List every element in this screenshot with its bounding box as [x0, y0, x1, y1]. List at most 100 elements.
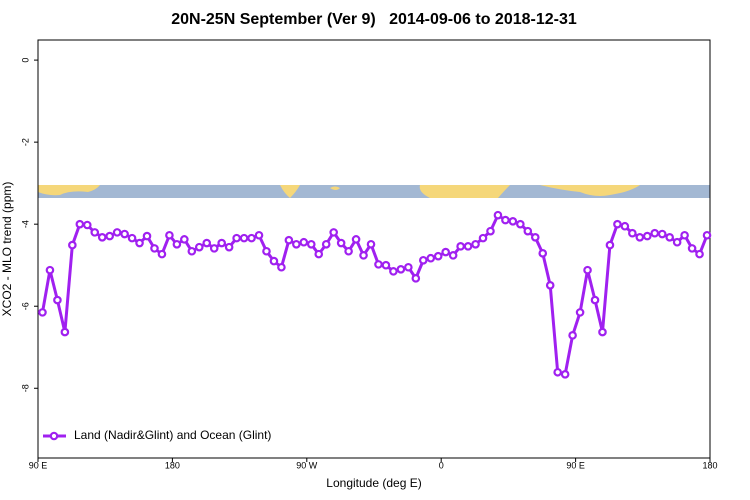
data-point: [232, 233, 241, 243]
data-point: [635, 233, 645, 242]
data-point: [381, 260, 391, 270]
data-point: [418, 255, 428, 265]
data-point: [194, 242, 204, 252]
data-point: [82, 220, 92, 230]
data-point: [560, 370, 570, 379]
data-point: [366, 239, 376, 249]
data-point: [172, 239, 182, 249]
data-point: [68, 240, 77, 250]
data-point: [254, 230, 264, 240]
data-point: [545, 281, 555, 290]
data-point: [493, 210, 503, 220]
data-point: [613, 219, 622, 229]
data-point: [314, 249, 324, 259]
data-point: [75, 219, 85, 229]
data-point: [463, 242, 473, 251]
data-point: [277, 262, 286, 272]
data-point: [105, 231, 114, 241]
data-point: [620, 221, 630, 231]
x-tick-label: 90 E: [566, 460, 585, 470]
data-point: [344, 246, 353, 256]
y-axis-title: XCO2 - MLO trend (ppm): [0, 182, 14, 317]
data-point: [657, 229, 667, 239]
data-point: [516, 219, 525, 229]
data-point: [404, 262, 413, 272]
series-line: [41, 212, 709, 377]
data-point: [165, 230, 174, 240]
data-point: [120, 229, 129, 239]
x-axis-title: Longitude (deg E): [326, 476, 421, 490]
data-point: [321, 239, 331, 249]
data-point: [441, 247, 450, 257]
data-point: [389, 267, 398, 276]
data-point: [433, 251, 443, 261]
data-point: [508, 217, 518, 226]
data-point: [60, 327, 70, 337]
data-point: [359, 251, 368, 260]
legend-label: Land (Nadir&Glint) and Ocean (Glint): [74, 428, 271, 442]
data-point: [695, 249, 704, 259]
data-point: [142, 231, 152, 241]
data-point: [530, 233, 540, 242]
data-point: [590, 295, 600, 305]
y-tick-label: -6: [20, 302, 30, 310]
data-point: [642, 231, 652, 241]
data-point: [605, 240, 615, 250]
data-point: [351, 235, 361, 244]
data-point: [97, 233, 107, 242]
x-tick-label: 180: [702, 460, 717, 470]
data-point: [127, 233, 137, 243]
data-point: [702, 230, 712, 240]
data-point: [150, 244, 159, 253]
data-point: [262, 246, 271, 256]
data-point: [553, 367, 562, 377]
data-point: [112, 228, 122, 237]
data-point: [187, 246, 197, 256]
data-point: [583, 265, 592, 275]
data-point: [598, 327, 607, 337]
data-point: [471, 239, 480, 249]
data-point: [239, 233, 249, 243]
y-tick-label: 0: [20, 58, 30, 63]
data-point: [299, 237, 309, 247]
data-point: [329, 228, 338, 237]
data-point: [306, 239, 316, 249]
data-point: [38, 308, 47, 317]
data-point: [45, 265, 55, 275]
data-point: [523, 226, 533, 236]
y-tick-label: -4: [20, 220, 30, 228]
x-tick-label: 90 E: [29, 460, 48, 470]
data-point: [411, 274, 421, 283]
data-point: [292, 239, 301, 249]
data-point: [374, 260, 383, 269]
x-tick-label: 90 W: [296, 460, 318, 470]
data-point: [628, 228, 637, 238]
data-point: [672, 237, 682, 247]
data-point: [53, 295, 62, 305]
y-tick-label: -8: [20, 384, 30, 392]
data-point: [568, 331, 577, 340]
data-point: [202, 238, 212, 248]
data-point: [209, 244, 219, 253]
legend-marker: [49, 431, 59, 441]
data-point: [680, 230, 689, 240]
data-point: [448, 251, 458, 260]
data-point: [486, 226, 495, 236]
data-point: [284, 235, 294, 245]
data-point: [665, 233, 674, 242]
data-point: [157, 249, 167, 259]
data-point: [247, 233, 256, 243]
data-point: [336, 238, 346, 248]
data-point: [501, 215, 510, 225]
data-point: [90, 228, 100, 237]
data-point: [224, 242, 234, 252]
data-point: [426, 253, 436, 263]
data-point: [575, 308, 585, 317]
data-point: [650, 228, 660, 238]
data-point: [396, 265, 406, 274]
y-tick-label: -2: [20, 138, 30, 146]
plot-frame: [37, 39, 711, 459]
data-point: [269, 256, 279, 266]
data-point: [135, 238, 144, 248]
